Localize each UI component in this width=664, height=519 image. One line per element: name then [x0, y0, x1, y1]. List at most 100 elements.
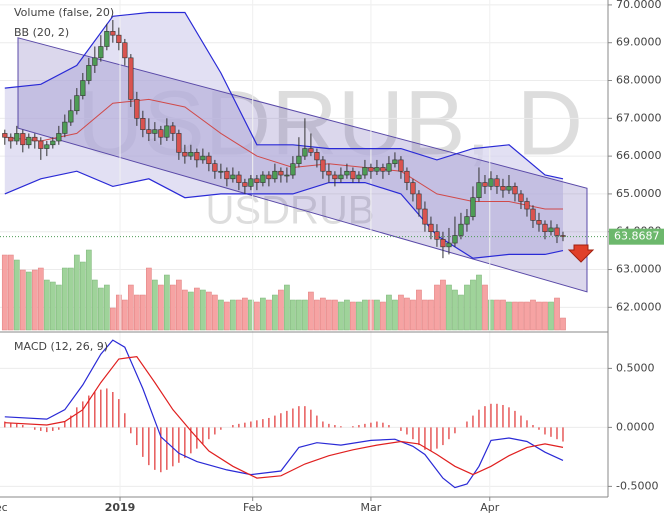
- candle-body: [452, 235, 458, 244]
- volume-bar: [25, 271, 32, 331]
- volume-bar: [410, 299, 416, 331]
- volume-bar: [73, 254, 80, 331]
- y-tick-label: 62.0000: [616, 300, 662, 313]
- volume-bar: [350, 301, 356, 331]
- volume-bar: [440, 279, 446, 331]
- bollinger-fill: [4, 12, 563, 259]
- candle-body: [194, 152, 200, 161]
- volume-bar: [230, 299, 236, 331]
- volume-bar: [320, 297, 326, 331]
- candle-body: [38, 140, 44, 149]
- candle-body: [2, 133, 8, 138]
- candle-body: [314, 152, 320, 161]
- candle-body: [296, 155, 302, 164]
- watermark-symbol: USDRUB: [206, 189, 375, 233]
- volume-bar: [272, 294, 278, 331]
- y-tick-label: 0.0000: [616, 420, 655, 433]
- volume-bar: [139, 294, 146, 331]
- x-tick-label: 2019: [105, 501, 136, 514]
- volume-bar: [200, 289, 206, 331]
- candle-body: [428, 223, 434, 233]
- volume-bar: [428, 299, 434, 331]
- candle-body: [536, 220, 542, 225]
- candle-body: [440, 238, 446, 248]
- candle-body: [62, 121, 68, 134]
- candle-body: [458, 223, 464, 236]
- candle-body: [470, 197, 476, 217]
- candle-body: [518, 193, 524, 202]
- candle-body: [134, 99, 140, 119]
- volume-bar: [127, 284, 134, 331]
- candle-body: [332, 174, 338, 180]
- x-tick-label: Apr: [480, 501, 500, 514]
- volume-bar: [476, 274, 482, 331]
- candle-body: [248, 178, 254, 187]
- volume-bar: [278, 289, 284, 331]
- volume-bar: [356, 301, 362, 331]
- volume-bar: [49, 281, 56, 331]
- volume-bar: [61, 267, 68, 331]
- bollinger-upper: [4, 11, 564, 180]
- volume-bar: [121, 299, 128, 331]
- last-price-label: 63.8687: [614, 230, 660, 243]
- candle-body: [302, 148, 308, 157]
- volume-bar: [518, 301, 524, 331]
- volume-bar: [176, 279, 182, 331]
- volume-bar: [542, 301, 548, 331]
- candle-body: [182, 152, 188, 157]
- indicator-label: Volume (false, 20): [14, 6, 114, 19]
- volume-bar: [500, 299, 506, 331]
- volume-bar: [536, 301, 542, 331]
- candle-body: [476, 182, 482, 198]
- candle-body: [236, 174, 242, 183]
- candle-body: [482, 182, 488, 187]
- candle-body: [410, 182, 416, 195]
- y-tick-label: -0.5000: [616, 479, 658, 492]
- candle-body: [272, 170, 278, 180]
- volume-bar: [188, 291, 194, 331]
- volume-bar: [284, 284, 290, 331]
- volume-bar: [458, 294, 464, 331]
- candle-body: [260, 174, 266, 183]
- volume-bar: [512, 301, 518, 331]
- candle-body: [80, 80, 86, 96]
- candle-body: [386, 163, 392, 172]
- candle-body: [20, 133, 26, 146]
- volume-bar: [326, 299, 332, 331]
- candle-body: [548, 227, 554, 233]
- volume-bar: [254, 301, 260, 331]
- candle-body: [26, 136, 32, 146]
- candle-body: [434, 231, 440, 240]
- volume-bar: [206, 291, 212, 331]
- x-tick-label: Feb: [243, 501, 262, 514]
- candle-body: [212, 163, 218, 172]
- candle-body: [110, 31, 116, 36]
- volume-bar: [344, 299, 350, 331]
- volume-bar: [386, 294, 392, 331]
- volume-bar: [13, 259, 20, 331]
- candle-body: [524, 201, 530, 210]
- candle-body: [230, 174, 236, 180]
- volume-bar: [224, 301, 230, 331]
- candle-body: [554, 227, 560, 236]
- candle-body: [326, 170, 332, 176]
- y-tick-label: 68.0000: [616, 74, 662, 87]
- candle-body: [464, 216, 470, 225]
- candle-body: [284, 174, 290, 177]
- volume-bar: [380, 301, 386, 331]
- candle-body: [542, 223, 548, 233]
- volume-bar: [560, 317, 566, 331]
- candle-body: [92, 57, 98, 66]
- candle-body: [506, 186, 512, 191]
- candle-body: [500, 186, 506, 191]
- candle-body: [494, 178, 500, 187]
- candle-body: [446, 242, 452, 248]
- y-tick-label: 65.0000: [616, 187, 662, 200]
- volume-bar: [446, 284, 452, 331]
- volume-bar: [314, 299, 320, 331]
- volume-bar: [398, 294, 404, 331]
- indicator-label: BB (20, 2): [14, 26, 69, 39]
- y-tick-label: 0.5000: [616, 361, 655, 374]
- volume-bar: [85, 249, 92, 331]
- volume-bar: [218, 299, 224, 331]
